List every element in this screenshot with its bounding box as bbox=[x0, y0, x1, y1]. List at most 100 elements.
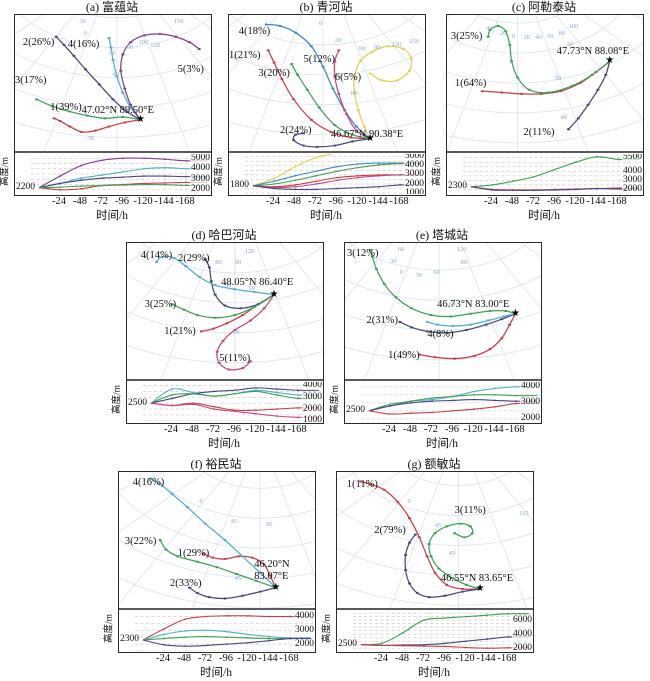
trajectory-point-marker bbox=[111, 98, 115, 101]
profile-start-label: 1800 bbox=[230, 180, 249, 191]
profile-right-tick: 2000 bbox=[302, 403, 322, 414]
map-grid-label: 30 bbox=[87, 134, 95, 142]
x-axis-ticks: -24 -48 -72 -96 -120 -144 -168 bbox=[446, 196, 642, 208]
trajectory-point-marker bbox=[500, 337, 504, 340]
map-grid-label: 45 bbox=[448, 549, 456, 557]
trajectory-point-marker bbox=[199, 330, 204, 333]
profile-point-marker bbox=[205, 644, 207, 646]
profile-point-marker bbox=[276, 387, 278, 390]
trajectory-label: 3(17%) bbox=[15, 74, 47, 86]
profile-point-marker bbox=[399, 162, 401, 164]
trajectory-point-marker bbox=[413, 533, 417, 536]
trajectory-point-marker bbox=[329, 130, 333, 134]
profile-series-3 bbox=[470, 155, 640, 187]
grid-meridian-line bbox=[229, 15, 323, 151]
trajectory-point-marker bbox=[348, 136, 353, 139]
profile-point-marker bbox=[297, 393, 299, 396]
profile-point-marker bbox=[336, 187, 338, 189]
trajectory-point-marker bbox=[290, 62, 294, 66]
profile-point-marker bbox=[465, 615, 467, 618]
trajectory-map: 40 20 0 20 40 60 80 100 30 50 40 1(64%) 2(11%) 3(25%)… bbox=[447, 15, 643, 153]
trajectory-map: 30 150 0 60 90 100 120 60 30 1(39%) 2(26%) 3(17%) 4(… bbox=[15, 15, 211, 153]
profile-right-tick: 5000 bbox=[190, 153, 210, 163]
trajectory-point-marker bbox=[221, 339, 225, 343]
trajectory-point-marker bbox=[309, 118, 313, 121]
trajectory-point-marker bbox=[34, 98, 39, 101]
trajectory-point-marker bbox=[301, 132, 306, 135]
trajectory-point-marker bbox=[80, 130, 84, 134]
plot-box: 60 120 30 0 30 60 80 60 1(49%) 2(31%) 3(12%) 4(8%) 4… bbox=[344, 242, 542, 424]
x-tick-label: -120 bbox=[455, 653, 475, 664]
profile-point-marker bbox=[596, 187, 598, 189]
trajectory-point-marker bbox=[604, 73, 608, 76]
trajectory-point-marker bbox=[296, 73, 300, 76]
trajectory-point-marker bbox=[241, 313, 245, 317]
trajectory-map-svg bbox=[119, 472, 315, 608]
profile-point-marker bbox=[184, 644, 186, 647]
trajectory-point-marker bbox=[123, 87, 127, 90]
trajectory-label: 4(8%) bbox=[427, 328, 454, 340]
x-tick-label: -24 bbox=[484, 196, 498, 207]
x-tick-label: -48 bbox=[185, 424, 199, 435]
profile-point-marker bbox=[410, 399, 412, 402]
trajectory-point-marker bbox=[241, 367, 245, 370]
profile-point-marker bbox=[297, 388, 299, 391]
profile-series-6 bbox=[252, 153, 335, 186]
profile-point-marker bbox=[507, 612, 509, 615]
trajectory-point-marker bbox=[382, 282, 386, 285]
profile-point-marker bbox=[575, 160, 577, 163]
trajectory-point-marker bbox=[83, 68, 88, 71]
trajectory-point-marker bbox=[211, 327, 215, 330]
profile-point-marker bbox=[336, 178, 338, 181]
profile-point-marker bbox=[273, 182, 275, 185]
trajectory-point-marker bbox=[223, 304, 227, 307]
trajectory-point-marker bbox=[576, 117, 580, 120]
trajectory-point-marker bbox=[233, 313, 237, 317]
height-profile: 2500 6000 4000 2000 bbox=[337, 611, 533, 651]
y-axis-label: 高度/m bbox=[214, 156, 225, 187]
profile-right-tick: 3000 bbox=[294, 624, 314, 635]
grid-meridian-line bbox=[459, 472, 533, 574]
trajectory-point-marker bbox=[337, 49, 341, 52]
station-star-icon: ★ bbox=[475, 582, 485, 594]
profile-point-marker bbox=[389, 404, 391, 407]
profile-point-marker bbox=[234, 410, 236, 412]
trajectory-point-marker bbox=[488, 309, 492, 313]
x-tick-label: -24 bbox=[374, 653, 388, 664]
profile-point-marker bbox=[205, 628, 207, 631]
map-grid-label: 100 bbox=[568, 23, 579, 31]
height-profile-svg bbox=[143, 384, 321, 421]
map-grid-label: 90 bbox=[374, 43, 381, 51]
trajectory-point-marker bbox=[417, 353, 422, 356]
x-tick-label: -120 bbox=[565, 196, 585, 207]
profile-right-tick: 3000 bbox=[302, 391, 322, 402]
trajectory-label: 2(33%) bbox=[169, 578, 202, 590]
trajectory-label: 4(14%) bbox=[140, 249, 173, 261]
profile-point-marker bbox=[297, 397, 299, 399]
trajectory-label: 1(21%) bbox=[229, 50, 261, 62]
trajectory-map-svg bbox=[337, 472, 533, 608]
trajectory-point-marker bbox=[123, 121, 127, 124]
map-grid-label: 30 bbox=[390, 257, 397, 265]
trajectory-point-marker bbox=[272, 61, 276, 64]
profile-point-marker bbox=[171, 387, 173, 390]
grid-meridian-line bbox=[260, 472, 315, 608]
trajectory-point-marker bbox=[368, 72, 372, 75]
trajectory-point-marker bbox=[292, 139, 296, 142]
map-grid-label: 30 bbox=[566, 40, 574, 48]
x-tick-label: -168 bbox=[175, 196, 195, 207]
profile-point-marker bbox=[276, 391, 278, 393]
trajectory-map-svg bbox=[229, 15, 425, 151]
profile-right-tick: 3000 bbox=[190, 173, 210, 184]
trajectory-point-marker bbox=[362, 125, 366, 128]
y-axis-label: 高度/m bbox=[104, 613, 115, 644]
trajectory-point-marker bbox=[109, 46, 113, 49]
trajectory-point-marker bbox=[331, 87, 335, 90]
grid-parallel-arc bbox=[447, 15, 596, 23]
grid-meridian-line bbox=[235, 243, 323, 379]
x-tick-label: -96 bbox=[115, 196, 129, 207]
trajectory-point-marker bbox=[453, 532, 457, 535]
map-grid-label: 45 bbox=[234, 575, 242, 583]
map-grid-label: 60 bbox=[232, 328, 240, 336]
